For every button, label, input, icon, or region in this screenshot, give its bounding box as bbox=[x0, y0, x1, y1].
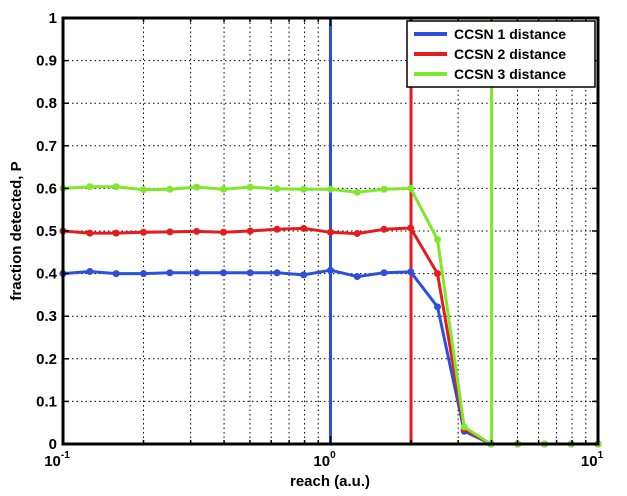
data-point bbox=[193, 183, 201, 191]
data-point bbox=[140, 270, 148, 278]
y-tick-label: 0 bbox=[49, 436, 57, 453]
data-point bbox=[193, 269, 201, 277]
data-point bbox=[193, 227, 201, 235]
data-point bbox=[273, 225, 281, 233]
data-point bbox=[112, 270, 120, 278]
y-tick-label: 0.4 bbox=[36, 266, 58, 283]
data-point bbox=[327, 185, 334, 193]
y-axis-label: fraction detected, P bbox=[8, 161, 25, 300]
data-point bbox=[353, 273, 361, 281]
y-tick-labels: 0 0.1 0.2 0.3 0.4 0.5 0.6 0.7 0.8 0.9 1 bbox=[36, 10, 58, 453]
y-tick-label: 0.1 bbox=[36, 393, 57, 410]
legend-label: CCSN 3 distance bbox=[454, 66, 566, 82]
data-point bbox=[86, 183, 94, 191]
data-point bbox=[327, 266, 334, 274]
data-point bbox=[246, 183, 254, 191]
data-point bbox=[353, 230, 361, 238]
y-tick-label: 1 bbox=[49, 10, 57, 27]
data-point bbox=[300, 271, 308, 279]
data-point bbox=[140, 228, 148, 236]
data-point bbox=[166, 269, 174, 277]
data-point bbox=[327, 228, 334, 236]
data-point bbox=[86, 229, 94, 237]
x-tick-label: 10-1 bbox=[44, 450, 70, 470]
data-point bbox=[219, 269, 227, 277]
data-point bbox=[112, 229, 120, 237]
x-axis-label: reach (a.u.) bbox=[290, 473, 370, 490]
data-point bbox=[407, 184, 415, 192]
data-point bbox=[140, 186, 148, 194]
y-tick-label: 0.5 bbox=[36, 223, 57, 240]
legend-label: CCSN 2 distance bbox=[454, 46, 566, 62]
data-point bbox=[434, 303, 442, 311]
y-tick-label: 0.6 bbox=[36, 180, 57, 197]
data-point bbox=[407, 268, 415, 276]
x-tick-labels: 10-1 100 101 bbox=[44, 450, 603, 470]
legend-label: CCSN 1 distance bbox=[454, 26, 566, 42]
y-tick-label: 0.2 bbox=[36, 351, 57, 368]
data-point bbox=[460, 423, 468, 431]
data-point bbox=[246, 269, 254, 277]
x-tick-label: 100 bbox=[313, 450, 336, 470]
data-point bbox=[86, 267, 94, 275]
data-point bbox=[434, 270, 442, 278]
data-point bbox=[219, 228, 227, 236]
data-point bbox=[273, 269, 281, 277]
x-tick-label: 101 bbox=[581, 450, 604, 470]
data-point bbox=[219, 185, 227, 193]
data-point bbox=[300, 185, 308, 193]
data-point bbox=[166, 228, 174, 236]
legend: CCSN 1 distance CCSN 2 distance CCSN 3 dis… bbox=[406, 20, 596, 88]
data-point bbox=[380, 269, 388, 277]
data-point bbox=[434, 236, 442, 244]
data-point bbox=[380, 185, 388, 193]
y-tick-label: 0.9 bbox=[36, 53, 57, 70]
y-tick-label: 0.8 bbox=[36, 95, 57, 112]
data-point bbox=[407, 224, 415, 232]
data-point bbox=[112, 183, 120, 191]
data-point bbox=[166, 185, 174, 193]
data-point bbox=[246, 227, 254, 235]
y-tick-label: 0.7 bbox=[36, 138, 57, 155]
y-tick-label: 0.3 bbox=[36, 308, 57, 325]
data-point bbox=[273, 185, 281, 193]
data-point bbox=[380, 225, 388, 233]
data-point bbox=[353, 188, 361, 196]
data-point bbox=[300, 224, 308, 232]
